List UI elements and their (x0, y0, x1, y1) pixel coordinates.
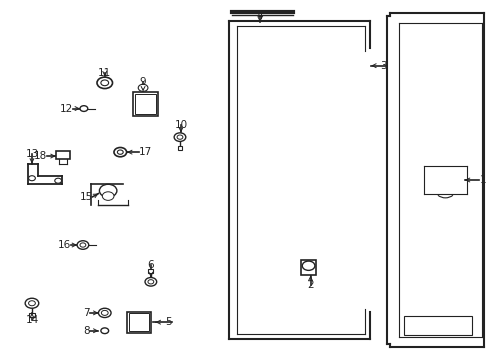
Text: 16: 16 (58, 240, 71, 250)
Bar (404, 316, 471, 336)
Text: 1: 1 (478, 175, 485, 185)
Bar (148, 269, 153, 273)
Circle shape (101, 310, 108, 315)
Bar (56, 152, 70, 159)
Text: 6: 6 (147, 260, 154, 270)
Circle shape (174, 133, 185, 141)
Circle shape (102, 192, 114, 201)
Text: 5: 5 (165, 317, 172, 327)
Text: 9: 9 (140, 77, 146, 87)
Text: 7: 7 (83, 308, 89, 318)
Circle shape (98, 308, 111, 318)
Bar (29, 313, 35, 317)
Circle shape (177, 135, 183, 139)
Circle shape (99, 184, 117, 197)
Circle shape (80, 106, 87, 111)
Circle shape (80, 243, 86, 247)
Circle shape (101, 80, 108, 86)
Bar (135, 94, 155, 114)
Text: 15: 15 (79, 192, 92, 202)
Bar (177, 146, 182, 150)
Circle shape (28, 301, 35, 306)
Text: 11: 11 (98, 68, 111, 78)
Text: 13: 13 (25, 149, 39, 159)
Circle shape (55, 178, 61, 183)
Circle shape (97, 77, 112, 89)
Text: 8: 8 (83, 326, 89, 336)
Text: 17: 17 (139, 147, 152, 157)
Circle shape (138, 84, 148, 91)
Text: 14: 14 (25, 315, 39, 325)
Circle shape (145, 278, 156, 286)
Bar (126, 312, 150, 333)
Circle shape (28, 176, 35, 181)
Circle shape (302, 261, 314, 270)
Circle shape (114, 148, 126, 157)
Text: 10: 10 (174, 120, 187, 130)
Circle shape (77, 241, 88, 249)
Text: 3: 3 (380, 61, 386, 71)
Circle shape (101, 328, 108, 334)
Bar (133, 93, 157, 116)
Text: 18: 18 (34, 151, 47, 161)
Bar (128, 313, 149, 331)
Text: 2: 2 (306, 280, 313, 291)
Bar (301, 260, 315, 275)
Circle shape (117, 150, 123, 154)
Text: 4: 4 (256, 11, 263, 21)
Circle shape (148, 280, 153, 284)
Circle shape (25, 298, 39, 308)
Text: 12: 12 (60, 104, 73, 113)
